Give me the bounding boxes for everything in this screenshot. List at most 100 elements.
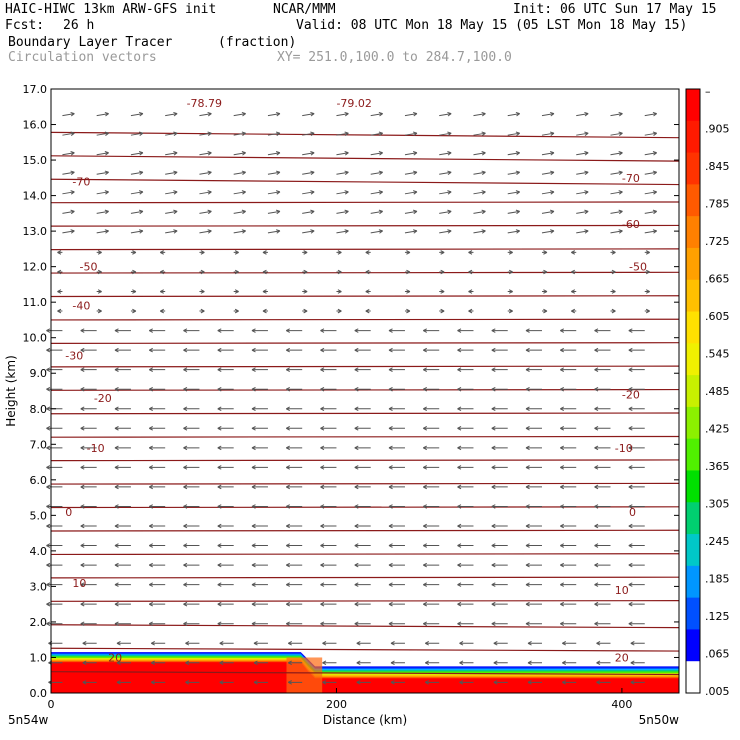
- circulation-vector: [80, 582, 97, 587]
- valid-time: Valid: 08 UTC Mon 18 May 15 (05 LST Mon …: [296, 18, 688, 33]
- circulation-vector: [217, 582, 234, 587]
- circulation-vector: [285, 523, 303, 529]
- circulation-vector: [473, 131, 486, 136]
- circulation-vector: [457, 562, 474, 568]
- circulation-vector: [285, 367, 303, 372]
- circulation-vector: [354, 367, 371, 372]
- circulation-vector: [468, 269, 474, 275]
- circulation-vector: [644, 229, 658, 234]
- circulation-vector: [217, 484, 234, 490]
- circulation-vector: [285, 562, 303, 568]
- circulation-vector: [217, 386, 234, 392]
- circulation-vector: [473, 170, 486, 176]
- circulation-vector: [302, 269, 308, 275]
- circulation-vector: [594, 562, 611, 568]
- circulation-vector: [457, 543, 474, 548]
- circulation-vector: [46, 562, 63, 568]
- circulation-vector: [507, 170, 521, 176]
- colorbar-swatch: [686, 438, 700, 471]
- circulation-vector: [576, 111, 589, 117]
- isotherm-label: -20: [94, 392, 112, 405]
- isotherm-line: [50, 529, 680, 532]
- isotherm-label: 0: [65, 506, 72, 519]
- circulation-vector: [320, 386, 337, 392]
- circulation-vector: [525, 601, 542, 607]
- circulation-vector: [491, 601, 508, 607]
- circulation-vector: [130, 250, 137, 255]
- circulation-vector: [233, 190, 246, 195]
- circulation-vector: [571, 250, 577, 255]
- circulation-vector: [630, 660, 645, 666]
- circulation-vector: [594, 347, 611, 353]
- circulation-vector: [336, 170, 349, 176]
- circulation-vector: [628, 543, 645, 548]
- colorbar-swatch: [686, 343, 700, 376]
- circulation-vector: [468, 250, 474, 255]
- circulation-vector: [267, 170, 281, 176]
- circulation-vector: [628, 621, 645, 626]
- circulation-vector: [388, 465, 405, 470]
- colorbar-swatch: [686, 311, 700, 344]
- circulation-vector: [525, 328, 542, 333]
- circulation-vector: [183, 465, 200, 470]
- circulation-vector: [336, 289, 342, 294]
- circulation-vector: [251, 504, 268, 509]
- colorbar-label: .785: [705, 198, 730, 211]
- circulation-vector: [80, 562, 97, 568]
- circulation-vector: [114, 426, 131, 431]
- circulation-vector: [422, 484, 440, 490]
- isotherm-label: 20: [108, 651, 122, 664]
- circulation-vector: [439, 308, 445, 314]
- circulation-vector: [457, 367, 474, 372]
- circulation-vector: [262, 269, 268, 275]
- circulation-vector: [457, 426, 474, 431]
- circulation-vector: [165, 170, 178, 176]
- circulation-vector: [114, 543, 131, 548]
- circulation-vector: [439, 151, 452, 156]
- circulation-vector: [571, 308, 577, 314]
- circulation-vector: [285, 543, 303, 548]
- circulation-vector: [165, 209, 178, 215]
- circulation-vector: [159, 250, 166, 255]
- circulation-vector: [562, 660, 577, 666]
- circulation-vector: [336, 190, 349, 195]
- isotherm-line: [50, 248, 680, 251]
- circulation-vector: [285, 426, 303, 431]
- circulation-vector: [404, 170, 418, 176]
- circulation-vector: [388, 621, 405, 626]
- circulation-vector: [130, 170, 144, 176]
- circulation-vector: [130, 131, 144, 136]
- circulation-vector: [610, 170, 623, 176]
- circulation-vector: [130, 229, 144, 234]
- circulation-vector: [507, 250, 513, 255]
- circulation-vector: [491, 347, 508, 353]
- circulation-vector: [422, 328, 440, 333]
- circulation-vector: [388, 523, 405, 529]
- circulation-vector: [628, 386, 645, 392]
- circulation-vector: [541, 308, 548, 314]
- circulation-vector: [285, 386, 303, 392]
- colorbar-swatch: [686, 184, 700, 217]
- circulation-vector: [560, 562, 577, 568]
- circulation-vector: [525, 523, 542, 529]
- colorbar-swatch: [686, 470, 700, 503]
- circulation-vector: [491, 328, 508, 333]
- circulation-vector: [251, 621, 268, 626]
- circulation-vector: [422, 465, 440, 470]
- circulation-vector: [457, 347, 474, 353]
- circulation-vector: [96, 111, 109, 117]
- circulation-vector: [233, 170, 246, 176]
- circulation-vector: [473, 151, 486, 156]
- circulation-vector: [354, 465, 371, 470]
- circulation-vector: [354, 328, 371, 333]
- circulation-vector: [422, 601, 440, 607]
- circulation-vector: [217, 367, 234, 372]
- colorbar-label: .185: [705, 573, 730, 586]
- circulation-vector: [628, 328, 645, 333]
- circulation-vector: [507, 111, 521, 117]
- circulation-vector: [185, 660, 200, 666]
- circulation-vector: [354, 426, 371, 431]
- circulation-vector: [356, 640, 371, 646]
- circulation-vector: [253, 680, 268, 685]
- circulation-vector: [628, 406, 645, 412]
